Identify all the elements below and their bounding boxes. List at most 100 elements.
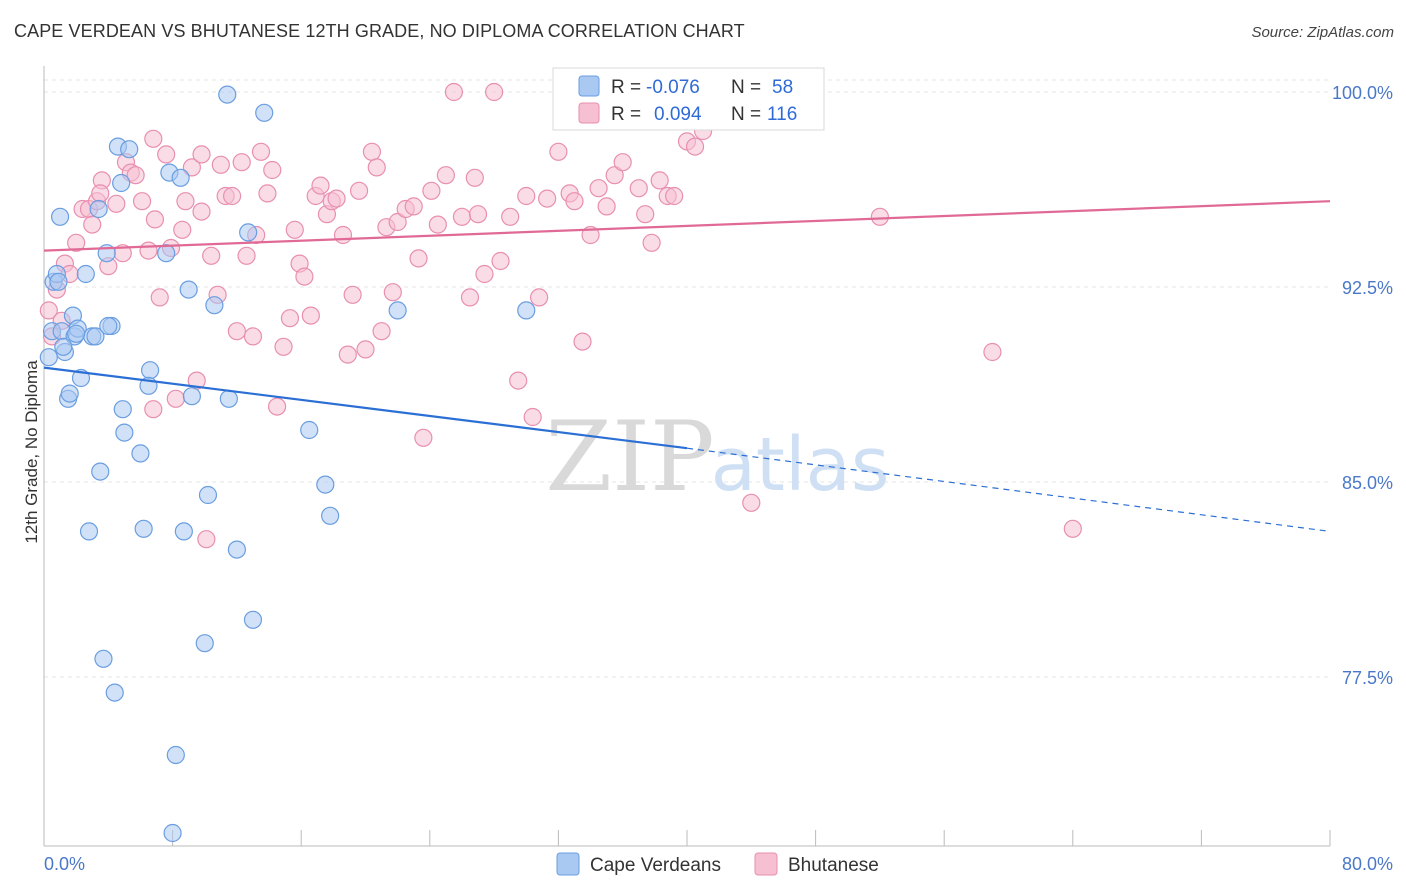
- cape-verdean-point-54: [67, 324, 86, 343]
- cape-verdean-point-41: [205, 296, 224, 315]
- bhutanese-point-31: [197, 530, 216, 549]
- bhutanese-point-74: [436, 166, 455, 185]
- bhutanese-point-94: [597, 197, 616, 216]
- bhutanese-point-56: [327, 189, 346, 208]
- cape-verdean-point-16: [86, 327, 105, 346]
- bhutanese-point-72: [422, 181, 441, 200]
- cape-verdean-point-46: [243, 610, 263, 629]
- bhutanese-point-22: [150, 288, 169, 307]
- bhutanese-point-67: [388, 212, 407, 232]
- bhutanese-point-84: [517, 186, 536, 206]
- trend-lines: [43, 200, 1331, 532]
- bhutanese-point-87: [538, 189, 557, 208]
- cape-verdean-point-40: [198, 485, 218, 505]
- bhutanese-point-13: [107, 194, 126, 213]
- legend-r-value-pink: 0.094: [654, 104, 702, 125]
- tick-labels: 77.5% 85.0% 92.5% 100.0% 0.0% 80.0%: [44, 83, 1393, 874]
- cape-verdean-point-43: [219, 389, 238, 408]
- bhutanese-point-64: [372, 322, 391, 341]
- bhutanese-point-45: [267, 397, 287, 416]
- cape-verdean-point-57: [49, 272, 68, 291]
- chart-title: CAPE VERDEAN VS BHUTANESE 12TH GRADE, NO…: [14, 21, 745, 41]
- bhutanese-point-75: [444, 82, 464, 102]
- bhutanese-point-43: [258, 184, 277, 203]
- legend-r-value-blue: -0.076: [646, 77, 700, 98]
- cape-verdean-point-44: [227, 540, 246, 559]
- bhutanese-point-34: [211, 155, 230, 174]
- bhutanese-point-30: [192, 202, 211, 221]
- bhutanese-point-110: [1063, 519, 1082, 538]
- cape-verdean-point-53: [54, 337, 73, 356]
- cape-verdean-point-42: [218, 85, 237, 104]
- source-label: Source: ZipAtlas.com: [1251, 24, 1394, 41]
- bhutanese-point-97: [629, 179, 648, 198]
- legend-n-label-blue: N =: [731, 77, 761, 98]
- trend-line-bhutanese: [43, 200, 1331, 252]
- bhutanese-point-50: [295, 267, 314, 286]
- cape-verdean-point-37: [179, 280, 198, 299]
- y-tick-label-0: 77.5%: [1342, 668, 1393, 688]
- cape-verdean-point-8: [60, 384, 79, 403]
- stats-legend: R = -0.076 N = 58 R = 0.094 N = 116: [552, 67, 825, 131]
- bhutanese-point-61: [356, 340, 375, 359]
- cape-verdean-point-50: [321, 506, 340, 525]
- bhutanese-point-48: [285, 220, 304, 239]
- cape-verdean-point-30: [140, 361, 160, 380]
- bhutanese-point-85: [523, 407, 542, 427]
- cape-verdean-point-51: [388, 301, 407, 320]
- cape-verdean-point-39: [195, 634, 214, 653]
- bhutanese-point-115: [91, 184, 110, 203]
- cape-verdean-point-4: [50, 207, 70, 226]
- bhutanese-point-32: [202, 246, 221, 265]
- bhutanese-point-40: [243, 327, 263, 346]
- bhutanese-point-9: [83, 215, 102, 234]
- bhutanese-point-19: [139, 241, 158, 260]
- bhutanese-point-36: [222, 186, 242, 206]
- bhutanese-point-46: [274, 337, 293, 356]
- cape-verdean-point-34: [166, 745, 185, 765]
- cape-verdean-point-0: [39, 348, 58, 367]
- x-tick-label-0: 0.0%: [44, 854, 85, 874]
- bhutanese-point-59: [343, 285, 362, 304]
- cape-verdean-point-55: [99, 316, 118, 336]
- bhutanese-point-100: [650, 171, 669, 190]
- bhutanese-point-79: [475, 264, 494, 284]
- legend-swatch-blue: [578, 75, 600, 97]
- series-legend: Cape Verdeans Bhutanese: [556, 852, 879, 876]
- legend-n-value-pink: 116: [767, 104, 797, 125]
- legend-r-label-blue: R =: [611, 77, 641, 98]
- cape-verdean-point-33: [163, 823, 182, 843]
- bhutanese-point-26: [173, 220, 192, 239]
- legend-r-label-pink: R =: [611, 104, 641, 125]
- bhutanese-point-58: [338, 345, 357, 364]
- cape-verdean-point-47: [255, 103, 274, 122]
- cape-verdean-point-13: [76, 264, 95, 284]
- bhutanese-point-98: [636, 205, 655, 224]
- bhutanese-point-90: [565, 192, 584, 211]
- bhutanese-point-37: [227, 322, 246, 341]
- bottom-legend-swatch-blue: [556, 852, 580, 876]
- bhutanese-point-57: [333, 225, 353, 245]
- axes: [43, 66, 1331, 847]
- legend-n-value-blue: 58: [772, 77, 793, 98]
- bhutanese-point-99: [642, 233, 661, 252]
- bhutanese-point-73: [428, 215, 447, 234]
- cape-verdean-point-29: [134, 519, 153, 538]
- cape-verdean-point-48: [300, 420, 319, 440]
- cape-verdean-point-35: [171, 168, 190, 187]
- cape-verdean-point-14: [79, 522, 99, 541]
- bhutanese-point-28: [182, 158, 201, 177]
- cape-verdean-point-28: [131, 444, 150, 463]
- cape-verdean-point-17: [89, 199, 108, 219]
- bhutanese-point-114: [144, 129, 163, 148]
- bhutanese-point-6: [67, 233, 86, 252]
- bhutanese-point-80: [485, 82, 504, 102]
- bhutanese-point-47: [280, 309, 300, 328]
- cape-verdean-point-31: [157, 244, 176, 263]
- bhutanese-point-17: [126, 166, 145, 185]
- bhutanese-point-81: [491, 251, 510, 271]
- bhutanese-point-88: [549, 142, 568, 161]
- bhutanese-point-109: [983, 342, 1002, 362]
- bhutanese-point-112: [465, 168, 484, 187]
